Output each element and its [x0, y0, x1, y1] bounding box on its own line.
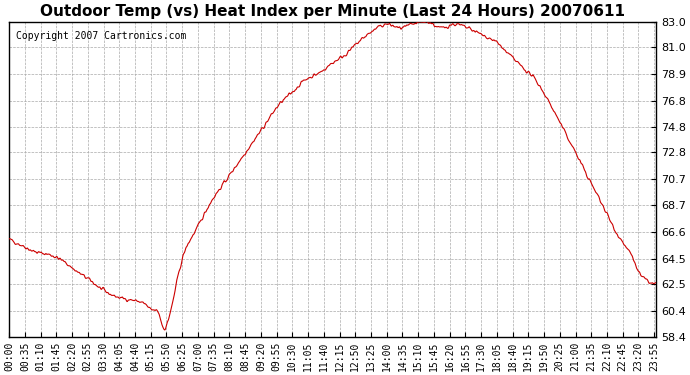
- Text: Copyright 2007 Cartronics.com: Copyright 2007 Cartronics.com: [16, 31, 186, 41]
- Title: Outdoor Temp (vs) Heat Index per Minute (Last 24 Hours) 20070611: Outdoor Temp (vs) Heat Index per Minute …: [40, 4, 625, 19]
